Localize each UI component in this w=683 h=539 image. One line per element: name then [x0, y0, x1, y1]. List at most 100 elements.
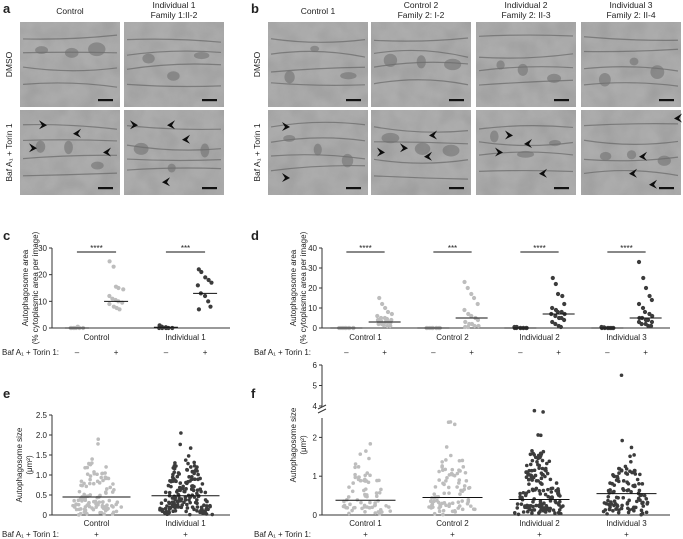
chart-f-point — [536, 479, 540, 483]
chart-e-point — [189, 487, 194, 492]
chart-c-point — [111, 264, 116, 269]
panel-b-tile-r2c1-membrane — [270, 164, 366, 172]
chart-f-point — [530, 458, 535, 463]
chart-f-point — [539, 476, 544, 481]
chart-e-point — [88, 477, 92, 482]
chart-f-point — [456, 506, 461, 510]
chart-f-point — [641, 504, 646, 508]
panel-letter-f: f — [251, 386, 256, 401]
chart-f-point — [368, 442, 373, 446]
chart-f-point — [447, 491, 451, 495]
panel-b-tile-r1c2-membrane — [373, 49, 469, 58]
chart-e-point — [103, 471, 107, 475]
chart-c-point — [196, 267, 201, 272]
chart-c-point — [203, 275, 208, 280]
panel-b-tile-r2c1-membrane — [270, 137, 366, 143]
chart-e-point — [159, 501, 164, 506]
chart-f-point — [536, 433, 540, 437]
chart-c: 0 10 20 30 Autophagosome area (% cytoplasmic … — [2, 231, 230, 357]
chart-f-point — [515, 502, 520, 506]
chart-e-point — [179, 431, 183, 435]
chart-e-point — [196, 477, 200, 482]
chart-f-point — [541, 410, 545, 414]
chart-d-point — [462, 279, 467, 285]
chart-d-point — [639, 321, 644, 327]
chart-d-ytick-label: 10 — [308, 304, 317, 313]
chart-f-point — [538, 509, 542, 514]
chart-e-point — [172, 503, 177, 507]
chart-f-point — [550, 495, 554, 499]
panel-a-tile-r1c1-organelle — [88, 42, 106, 57]
chart-e-point — [85, 465, 90, 470]
chart-f-ytick-label: 4 — [313, 402, 318, 411]
chart-e-point — [114, 502, 118, 507]
panel-b-tile-r2c2-arrowhead — [429, 130, 437, 140]
panel-b-tile-r1c1-membrane — [270, 66, 366, 73]
chart-e-point — [88, 474, 93, 478]
chart-f-point — [363, 509, 367, 514]
chart-f-point — [602, 501, 607, 505]
chart-f-point — [368, 473, 372, 478]
chart-f-point — [464, 479, 469, 483]
chart-f-point — [519, 502, 524, 506]
chart-f-point — [547, 459, 552, 464]
panel-b-tile-r1c4 — [581, 22, 681, 107]
chart-f-point — [626, 510, 631, 515]
chart-d-treat-plus: + — [643, 348, 648, 357]
panel-a-tile-r2c2-organelle — [133, 142, 149, 155]
panel-a-tile-r1c1-membrane — [22, 66, 118, 72]
chart-f-point — [621, 495, 626, 500]
chart-f-point — [523, 493, 528, 498]
panel-a-tile-r1c1 — [20, 22, 120, 107]
chart-d-point — [649, 319, 655, 325]
chart-c-point — [195, 283, 200, 288]
chart-e-point — [72, 498, 76, 503]
chart-f-point — [365, 471, 370, 475]
chart-e-point — [163, 506, 168, 511]
panel-b-tile-r1c4-organelle — [629, 57, 639, 66]
chart-e-point — [101, 478, 105, 483]
chart-e-point — [185, 506, 190, 510]
chart-e-point — [177, 472, 181, 476]
panel-a-tile-r2c2 — [124, 110, 224, 195]
panel-b-tile-r2c1-scale-bar — [346, 187, 361, 190]
chart-d-point — [645, 317, 651, 323]
chart-d-treatment-label: Baf A₁ + Torin 1: — [254, 348, 311, 357]
chart-f-point — [353, 462, 358, 466]
chart-d-point — [650, 313, 655, 319]
chart-e-point — [184, 487, 188, 491]
chart-f-point — [347, 511, 351, 516]
chart-e-point — [175, 499, 180, 504]
chart-c-point — [117, 307, 122, 312]
chart-d-group-label: Individual 3 — [606, 333, 647, 342]
chart-f-point — [462, 484, 467, 488]
chart-e-ylabel-line-2: (μm²) — [25, 455, 34, 475]
chart-e-point — [202, 503, 206, 507]
chart-e-point — [177, 485, 182, 490]
panel-b-tile-r2c1-arrowhead — [282, 173, 290, 182]
panel-a-tile-r2c1-organelle — [35, 140, 46, 153]
chart-e-point — [102, 512, 106, 516]
panel-b-tile-r2c4-membrane — [583, 123, 679, 127]
chart-f-point — [457, 458, 462, 463]
panel-a-tile-r2c1-membrane — [22, 123, 118, 130]
chart-f-group-label: Individual 3 — [606, 519, 647, 528]
chart-f-point — [444, 445, 449, 449]
chart-e-ylabel-line-1: Autophagosome size — [15, 427, 24, 502]
chart-f-point — [456, 500, 461, 504]
chart-f-point — [628, 454, 632, 459]
chart-f-point — [518, 494, 522, 499]
chart-d-point — [550, 275, 555, 281]
panel-b-tile-r1c1-organelle — [340, 72, 357, 80]
chart-f-point — [530, 511, 534, 515]
chart-f-point — [473, 507, 477, 512]
panel-b-tile-r2c3-membrane — [478, 169, 574, 173]
chart-f-point — [358, 478, 363, 483]
chart-f-point — [636, 496, 641, 501]
chart-e-point — [111, 482, 115, 486]
chart-f-point — [524, 475, 529, 480]
panel-b-tile-r1c4-organelle — [598, 72, 611, 87]
chart-f-point — [376, 510, 381, 514]
panel-a-col-title-2-line-2: Family 1:II-2 — [151, 10, 198, 20]
chart-f-point — [379, 487, 383, 492]
